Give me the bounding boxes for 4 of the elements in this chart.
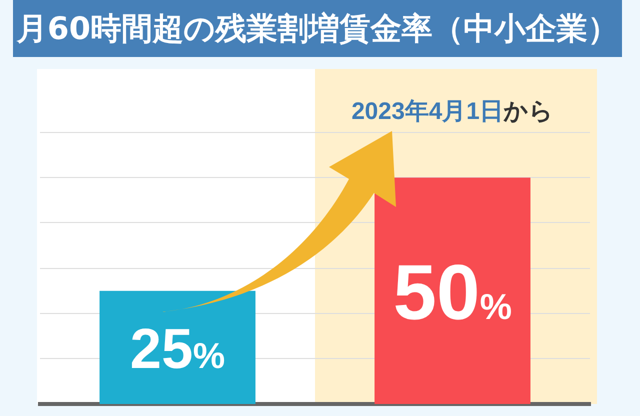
chart-title: 月60時間超の残業割増賃金率（中小企業） [16, 10, 619, 46]
data-label: 25% [130, 316, 225, 380]
data-label: 50% [393, 248, 512, 336]
annotation: 2023年4月1日から [351, 98, 554, 125]
